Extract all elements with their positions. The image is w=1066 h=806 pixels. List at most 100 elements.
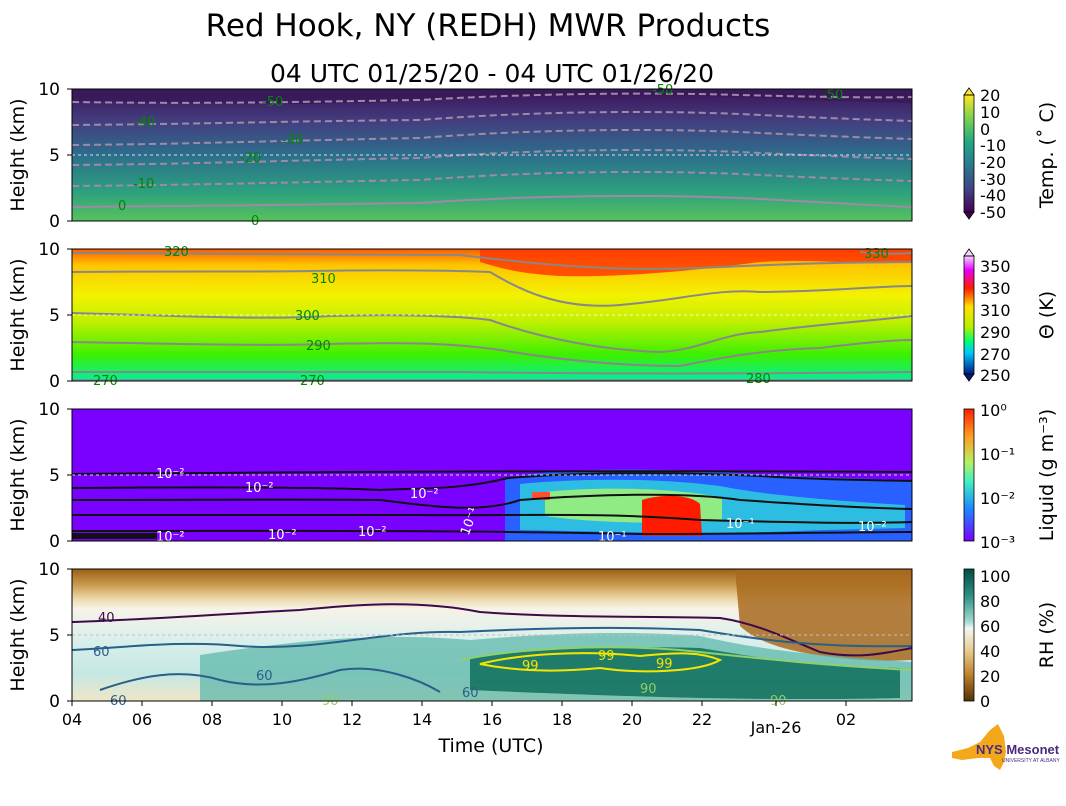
theta-contour-290 bbox=[71, 339, 913, 368]
liquid-core bbox=[642, 495, 702, 536]
colorbar-frame bbox=[963, 408, 975, 542]
colorbar-frame bbox=[963, 568, 975, 702]
time-axis: 04 06 08 10 12 14 16 18 20 22 Jan-26 02 … bbox=[62, 701, 856, 757]
liquid-contour-label: 10⁻² bbox=[156, 530, 185, 545]
colorbar-label: RH (%) bbox=[1036, 602, 1058, 668]
cb-tick-label: 0 bbox=[980, 120, 990, 139]
rh-contour-label: 40 bbox=[98, 611, 115, 626]
colorbar-swatch bbox=[964, 409, 974, 541]
colorbar-extend-bottom bbox=[963, 211, 975, 220]
xtick-label: 18 bbox=[552, 710, 572, 729]
xtick-label: 10 bbox=[272, 710, 292, 729]
cb-tick-label: 80 bbox=[980, 592, 1000, 611]
colorbar-extend-top bbox=[963, 248, 975, 257]
temp-contour-label: -10 bbox=[133, 177, 154, 192]
liquid-contour-label: 10⁻² bbox=[245, 481, 274, 496]
theta-contour-label: 330 bbox=[864, 247, 889, 262]
colorbar-swatch bbox=[964, 95, 974, 212]
cb-tick-label: 290 bbox=[980, 323, 1011, 342]
ylabel: Height (km) bbox=[7, 258, 29, 371]
colorbar-liquid: 10⁰ 10⁻¹ 10⁻² 10⁻³ Liquid (g m⁻³) bbox=[963, 401, 1058, 552]
temp-contour-label: -50 bbox=[822, 88, 843, 103]
panel-temperature: -50 -50 -50 -40 -30 -20 -10 0 0 0 5 10 H… bbox=[7, 80, 913, 232]
temp-contour-minus10 bbox=[71, 171, 913, 187]
rh-contour-label: 90 bbox=[640, 682, 657, 697]
theta-contour-label: 320 bbox=[164, 245, 189, 260]
nys-mesonet-logo: NYS Mesonet UNIVERSITY AT ALBANY bbox=[952, 724, 1060, 770]
rh-yaxis: 0 5 10 Height (km) bbox=[7, 560, 72, 712]
theta-contour-label: 310 bbox=[311, 272, 336, 287]
ytick-label: 10 bbox=[38, 560, 60, 580]
liquid-core-small bbox=[532, 492, 550, 500]
ny-state-shape-icon bbox=[952, 724, 1006, 770]
colorbar-swatch bbox=[964, 256, 974, 374]
theta-contour-label: 300 bbox=[295, 309, 320, 324]
colorbar-extend-top bbox=[963, 87, 975, 96]
cb-tick-label: 20 bbox=[980, 667, 1000, 686]
xtick-label: Jan-26 bbox=[750, 718, 802, 737]
theta-contour-280 bbox=[72, 370, 913, 375]
liquid-contour-label: 10⁻² bbox=[358, 525, 387, 540]
liquid-surface-dark bbox=[72, 533, 157, 539]
theta-contour-270 bbox=[71, 378, 913, 381]
figure-subtitle: 04 UTC 01/25/20 - 04 UTC 01/26/20 bbox=[270, 59, 714, 88]
ytick-label: 5 bbox=[49, 466, 60, 486]
cb-tick-label: -40 bbox=[980, 186, 1006, 205]
colorbar-label: Θ (K) bbox=[1036, 291, 1058, 339]
theta-contour-330 bbox=[859, 251, 913, 255]
rh-contour-label: 99 bbox=[656, 657, 673, 672]
cb-tick-label: 100 bbox=[980, 567, 1011, 586]
cb-tick-label: 0 bbox=[980, 692, 990, 711]
cb-tick-label: 10⁻² bbox=[980, 489, 1015, 508]
ytick-label: 5 bbox=[49, 626, 60, 646]
xtick-label: 20 bbox=[622, 710, 642, 729]
ylabel: Height (km) bbox=[7, 418, 29, 531]
cb-tick-label: -30 bbox=[980, 170, 1006, 189]
temp-contour-minus20 bbox=[71, 149, 913, 166]
rh-moist-core bbox=[470, 647, 900, 700]
cb-tick-label: 10⁰ bbox=[980, 401, 1007, 420]
ytick-label: 0 bbox=[49, 532, 60, 552]
theta-contour-label: 280 bbox=[746, 372, 771, 387]
liquid-contour-4 bbox=[71, 513, 913, 524]
logo-text: NYS Mesonet bbox=[976, 742, 1060, 757]
rh-contour-99 bbox=[479, 652, 723, 673]
rh-contour-label: 60 bbox=[256, 669, 273, 684]
colorbar-label: Liquid (g m⁻³) bbox=[1036, 409, 1058, 541]
cb-tick-label: 310 bbox=[980, 301, 1011, 320]
liquid-contour-label: 10⁻¹ bbox=[726, 517, 755, 532]
liquid-contour-label: 10⁻¹ bbox=[598, 530, 627, 545]
colorbar-extend-bottom bbox=[963, 373, 975, 382]
rh-contour-label: 60 bbox=[462, 686, 479, 701]
cb-tick-label: -10 bbox=[980, 136, 1006, 155]
liquid-contour-label: 10⁻² bbox=[858, 520, 887, 535]
temp-contour-label: -50 bbox=[262, 95, 283, 110]
theta-contour-310 bbox=[71, 269, 913, 307]
rh-contour-90 bbox=[459, 646, 913, 671]
rh-contour-label: 99 bbox=[522, 659, 539, 674]
cb-tick-label: 40 bbox=[980, 642, 1000, 661]
rh-dry-upper bbox=[735, 569, 912, 661]
cb-tick-label: 10⁻³ bbox=[980, 533, 1015, 552]
cb-tick-label: 10 bbox=[980, 103, 1000, 122]
ytick-label: 0 bbox=[49, 692, 60, 712]
rh-contour-60 bbox=[71, 626, 913, 651]
xtick-label: 02 bbox=[836, 710, 856, 729]
temp-contour-label: -20 bbox=[240, 151, 261, 166]
ytick-label: 5 bbox=[49, 306, 60, 326]
ytick-label: 0 bbox=[49, 212, 60, 232]
liquid-contour-label: 10⁻² bbox=[268, 528, 297, 543]
cb-tick-label: 270 bbox=[980, 345, 1011, 364]
ytick-label: 5 bbox=[49, 146, 60, 166]
panel-rh: 40 60 60 60 60 99 99 99 90 90 90 0 5 10 … bbox=[7, 560, 913, 712]
liquid-contour-3 bbox=[71, 493, 913, 510]
xtick-label: 04 bbox=[62, 710, 82, 729]
cb-tick-label: -20 bbox=[980, 153, 1006, 172]
theta-contour-320 bbox=[71, 252, 913, 270]
liquid-contour-2 bbox=[71, 472, 913, 492]
temp-contour-label: -40 bbox=[134, 115, 155, 130]
rh-contour-label: 60 bbox=[93, 645, 110, 660]
panel-liquid: 10⁻² 10⁻² 10⁻² 10⁻² 10⁻² 10⁻² 10⁻¹ 10⁻¹ … bbox=[7, 400, 913, 552]
xtick-label: 08 bbox=[202, 710, 222, 729]
colorbar-rh: 100 80 60 40 20 0 RH (%) bbox=[963, 567, 1058, 711]
